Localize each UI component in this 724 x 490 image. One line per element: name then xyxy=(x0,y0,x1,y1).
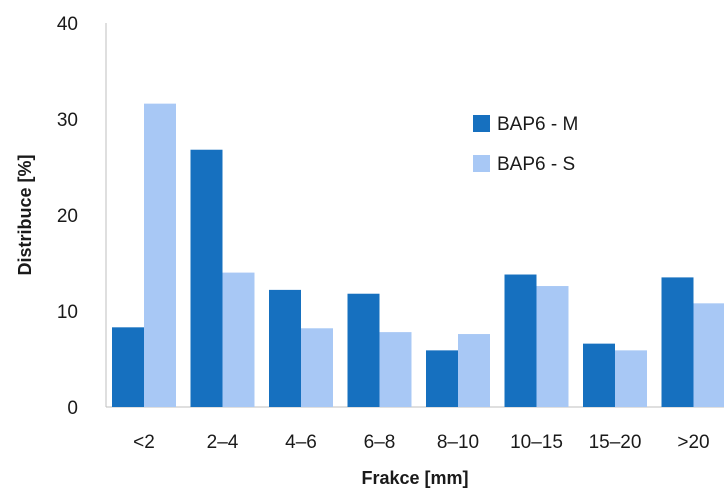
legend-swatch xyxy=(473,155,490,172)
bar-m xyxy=(112,327,144,407)
bar-s xyxy=(615,350,647,407)
x-tick-label: 6–8 xyxy=(364,432,396,453)
x-axis-ticks: <2 2–4 4–6 6–8 8–10 10–15 15–20 >20 xyxy=(133,432,709,453)
y-axis-ticks: 0 10 20 30 40 xyxy=(57,14,78,419)
y-axis-title: Distribuce [%] xyxy=(15,154,35,275)
legend-swatch xyxy=(473,115,490,132)
x-tick-label: <2 xyxy=(133,432,155,453)
x-tick-label: 4–6 xyxy=(285,432,317,453)
bar-m xyxy=(269,289,301,407)
bars xyxy=(112,103,724,407)
x-tick-label: 15–20 xyxy=(589,432,642,453)
bar-s xyxy=(379,332,412,407)
bar-s xyxy=(144,103,176,407)
bar-m xyxy=(661,277,694,407)
bar-m xyxy=(347,293,380,407)
bar-m xyxy=(190,149,223,407)
bar-s xyxy=(222,272,255,407)
x-tick-label: >20 xyxy=(677,432,709,453)
bar-s xyxy=(693,303,724,407)
legend-label: BAP6 - S xyxy=(497,154,575,175)
y-tick-label: 10 xyxy=(57,302,78,323)
bar-s xyxy=(536,286,569,407)
y-tick-label: 30 xyxy=(57,110,78,131)
x-tick-label: 10–15 xyxy=(510,432,563,453)
x-tick-label: 2–4 xyxy=(207,432,239,453)
bar-m xyxy=(426,350,458,407)
bar-s xyxy=(458,334,490,407)
x-axis-title: Frakce [mm] xyxy=(361,468,468,488)
bar-m xyxy=(504,274,537,407)
bar-s xyxy=(301,328,333,407)
bar-m xyxy=(583,343,615,407)
y-tick-label: 20 xyxy=(57,206,78,227)
legend: BAP6 - M BAP6 - S xyxy=(473,114,578,175)
legend-label: BAP6 - M xyxy=(497,114,578,135)
x-tick-label: 8–10 xyxy=(437,432,479,453)
y-tick-label: 0 xyxy=(67,398,78,419)
y-tick-label: 40 xyxy=(57,14,78,35)
